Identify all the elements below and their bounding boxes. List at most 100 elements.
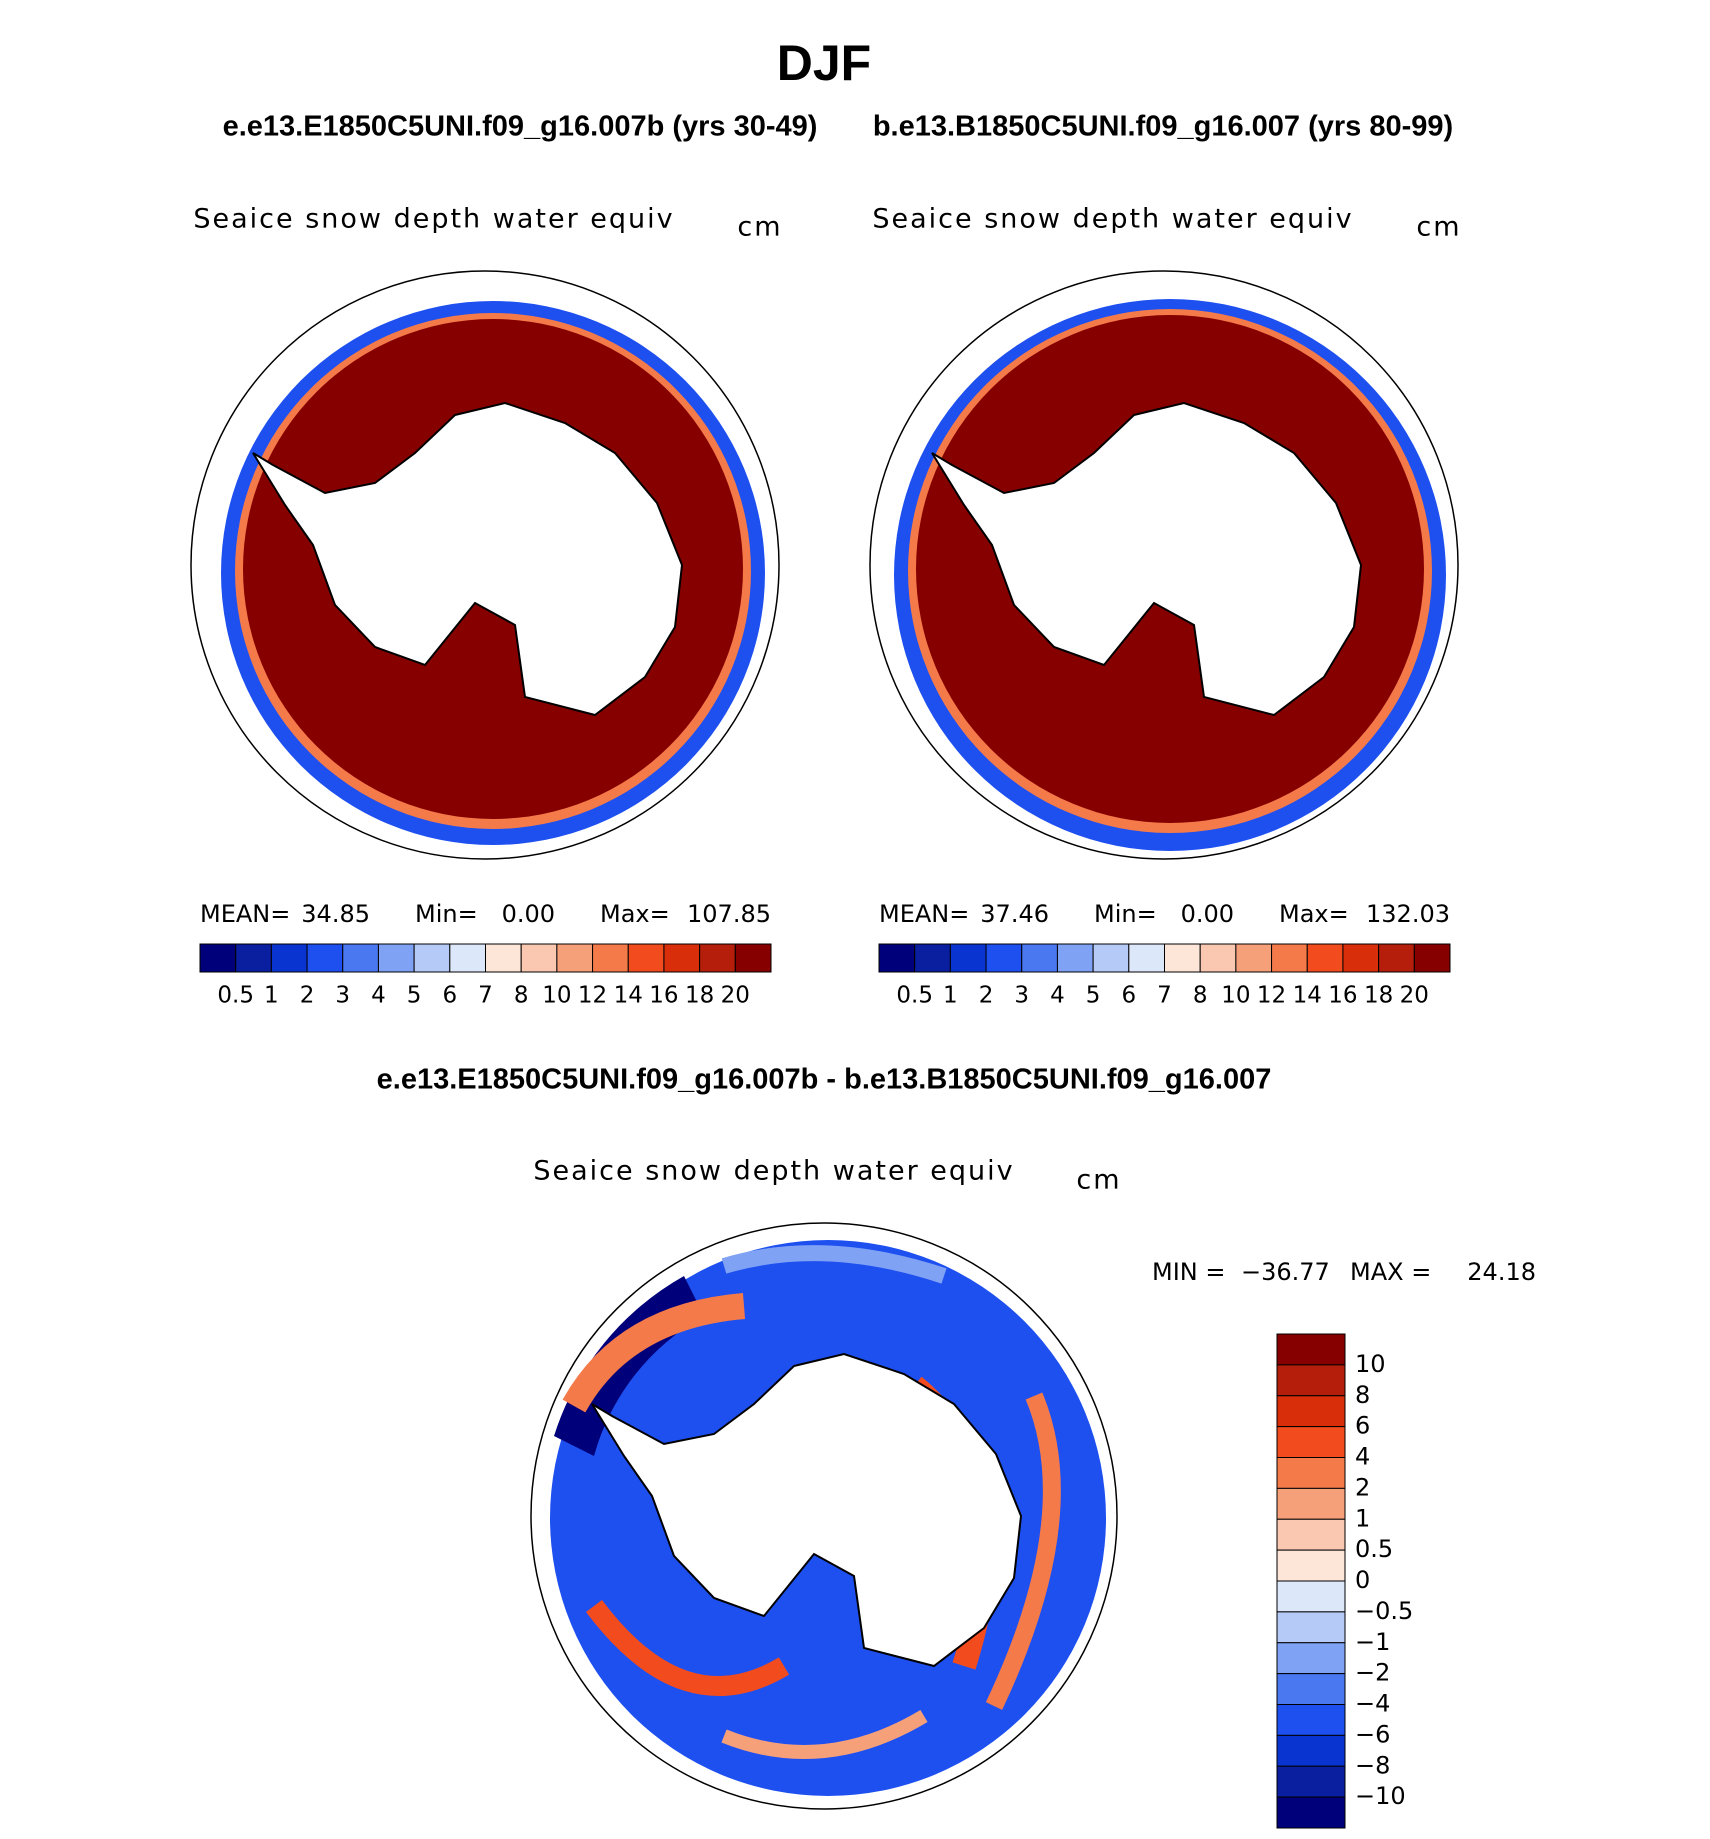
colorbar-label: 18 — [1364, 983, 1393, 1009]
panel-title: Seaice snow depth water equiv — [193, 204, 674, 235]
colorbar-swatch — [1276, 1580, 1346, 1613]
figure-title: DJF — [777, 35, 871, 91]
colorbar-label: 6 — [442, 983, 457, 1009]
colorbar-label: 6 — [1121, 983, 1136, 1009]
colorbar-label: 4 — [371, 983, 386, 1009]
colorbar-label: 10 — [542, 983, 571, 1009]
colorbar-swatch — [1235, 943, 1273, 973]
stat-value: 0.00 — [1181, 900, 1234, 928]
colorbar-label: 0.5 — [896, 983, 933, 1009]
colorbar-label: 16 — [1328, 983, 1357, 1009]
colorbar-swatch — [1164, 943, 1201, 973]
colorbar-swatch — [1271, 943, 1308, 973]
colorbar-swatch — [377, 943, 415, 973]
colorbar-label: 8 — [1355, 1381, 1370, 1409]
colorbar-swatch — [270, 943, 308, 973]
colorbar-label: 5 — [1086, 983, 1101, 1009]
colorbar-swatch — [1276, 1426, 1346, 1458]
stat-value: 107.85 — [687, 900, 771, 928]
subtitle: b.e13.B1850C5UNI.f09_g16.007 (yrs 80-99) — [873, 111, 1453, 143]
colorbar-label: 8 — [514, 983, 529, 1009]
colorbar-label: 20 — [1400, 983, 1429, 1009]
colorbar-label: 6 — [1355, 1412, 1370, 1440]
colorbar-label: 5 — [407, 983, 422, 1009]
colorbar-label: 12 — [1257, 983, 1286, 1009]
colorbar-label: 0.5 — [1355, 1535, 1393, 1563]
colorbar-label: 4 — [1355, 1443, 1370, 1471]
subtitle: e.e13.E1850C5UNI.f09_g16.007b (yrs 30-49… — [223, 111, 818, 143]
colorbar-swatch — [1128, 943, 1165, 973]
colorbar-label: 7 — [478, 983, 493, 1009]
colorbar-label: 3 — [335, 983, 350, 1009]
colorbar-label: −10 — [1355, 1782, 1406, 1810]
units: cm — [1416, 212, 1461, 243]
colorbar-swatch — [985, 943, 1023, 973]
colorbar-label: −6 — [1355, 1720, 1390, 1748]
colorbar-swatch — [1276, 1734, 1346, 1767]
min-label: MIN = — [1152, 1258, 1225, 1286]
colorbar-label: 18 — [685, 983, 714, 1009]
colorbar-label: 1 — [943, 983, 958, 1009]
units: cm — [737, 212, 782, 243]
colorbar-label: 10 — [1355, 1350, 1386, 1378]
stat-label: Min= — [415, 900, 478, 928]
stat-label: Max= — [1279, 900, 1349, 928]
panel-title: Seaice snow depth water equiv — [872, 204, 1353, 235]
colorbar-swatch — [1342, 943, 1380, 973]
colorbar-label: 2 — [300, 983, 315, 1009]
colorbar-label: −4 — [1355, 1690, 1390, 1718]
max-label: MAX = — [1350, 1258, 1431, 1286]
stat-value: 37.46 — [980, 900, 1049, 928]
colorbar-swatch — [235, 943, 272, 973]
stat-label: Max= — [600, 900, 670, 928]
colorbar-label: −0.5 — [1355, 1597, 1413, 1625]
colorbar-swatch — [1276, 1395, 1346, 1428]
colorbar-label: 8 — [1193, 983, 1208, 1009]
colorbar-swatch — [413, 943, 451, 973]
colorbar-label: −8 — [1355, 1751, 1390, 1779]
colorbar-swatch — [1276, 1487, 1346, 1520]
colorbar-swatch — [1276, 1796, 1346, 1829]
colorbar-swatch — [306, 943, 344, 973]
map — [869, 270, 1459, 860]
diff-title: e.e13.E1850C5UNI.f09_g16.007b - b.e13.B1… — [377, 1064, 1272, 1096]
colorbar-swatch — [485, 943, 522, 973]
colorbar-swatch — [878, 943, 916, 973]
colorbar-label: 0 — [1355, 1566, 1370, 1594]
colorbar-swatch — [1276, 1673, 1346, 1705]
colorbar-swatch — [1413, 943, 1451, 973]
colorbar-label: 16 — [649, 983, 678, 1009]
stat-value: 34.85 — [301, 900, 370, 928]
colorbar-label: −1 — [1355, 1628, 1390, 1656]
max-value: 24.18 — [1467, 1258, 1536, 1286]
colorbar-label: 1 — [264, 983, 279, 1009]
panel-title: Seaice snow depth water equiv — [533, 1156, 1014, 1187]
colorbar-swatch — [592, 943, 629, 973]
colorbar-swatch — [1276, 1704, 1346, 1736]
colorbar-label: 4 — [1050, 983, 1065, 1009]
stat-value: 0.00 — [502, 900, 555, 928]
map — [190, 270, 780, 860]
colorbar-label: 10 — [1221, 983, 1250, 1009]
colorbar-swatch — [1276, 1549, 1346, 1582]
colorbar-swatch — [342, 943, 379, 973]
colorbar-swatch — [1056, 943, 1094, 973]
colorbar-swatch — [627, 943, 665, 973]
colorbar-label: 0.5 — [217, 983, 254, 1009]
stat-label: MEAN= — [879, 900, 969, 928]
colorbar-swatch — [699, 943, 736, 973]
colorbar-swatch — [1276, 1642, 1346, 1675]
colorbar-swatch — [1276, 1765, 1346, 1798]
colorbar-swatch — [914, 943, 951, 973]
colorbar-swatch — [663, 943, 701, 973]
colorbar-label: −2 — [1355, 1659, 1390, 1687]
colorbar-label: 14 — [614, 983, 643, 1009]
colorbar-label: 12 — [578, 983, 607, 1009]
colorbar-swatch — [199, 943, 237, 973]
colorbar-swatch — [520, 943, 558, 973]
colorbar-swatch — [734, 943, 772, 973]
colorbar-swatch — [1276, 1457, 1346, 1489]
min-value: −36.77 — [1241, 1258, 1330, 1286]
colorbar-swatch — [949, 943, 987, 973]
colorbar-swatch — [1276, 1364, 1346, 1397]
